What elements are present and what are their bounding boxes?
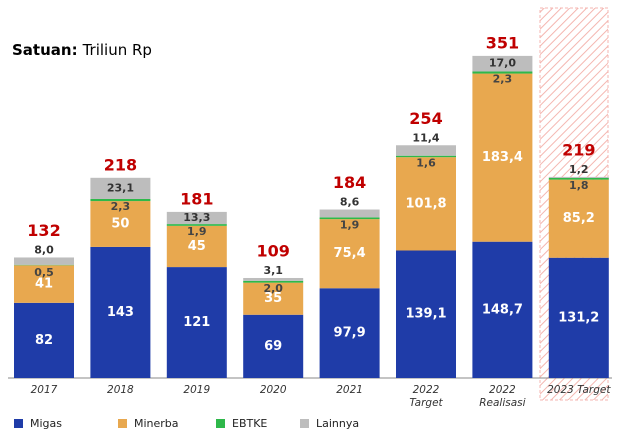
value-label: 97,9 (334, 326, 366, 341)
value-label: 1,8 (569, 179, 589, 192)
value-label: 2,0 (263, 282, 283, 295)
x-tick-label: 2019 (183, 384, 211, 396)
bar-segment (90, 246, 151, 378)
bar-segment (472, 71, 533, 74)
bar-segment (90, 177, 151, 199)
value-label: 1,9 (187, 225, 207, 238)
value-label: 183,4 (482, 150, 523, 165)
value-label: 45 (188, 239, 206, 254)
value-label: 35 (264, 291, 282, 306)
total-label: 351 (486, 33, 519, 52)
total-label: 109 (256, 241, 289, 260)
subtitle-label: Satuan: (12, 41, 78, 59)
value-label: 1,6 (416, 157, 436, 170)
value-label: 50 (111, 217, 129, 232)
bar-segment (14, 302, 74, 378)
legend-label: Lainnya (316, 417, 359, 430)
value-label: 139,1 (405, 307, 446, 322)
value-label: 41 (35, 277, 53, 292)
total-label: 218 (104, 155, 137, 174)
x-tick-label: 2022 Target (409, 384, 443, 409)
bar-segment (472, 241, 533, 378)
bar-segment (90, 201, 151, 247)
value-label: 69 (264, 339, 282, 354)
value-label: 8,6 (340, 196, 360, 209)
bar-segment (14, 257, 74, 265)
bar-segment (319, 209, 380, 218)
value-label: 143 (107, 305, 134, 320)
value-label: 1,9 (340, 218, 360, 231)
bar-segment (319, 219, 380, 289)
bar-segment (243, 277, 304, 281)
value-label: 0,5 (34, 266, 54, 279)
bar-segment (14, 265, 74, 303)
bar-segment (243, 314, 304, 378)
bar-segment (319, 217, 380, 220)
total-label: 219 (562, 140, 595, 159)
value-label: 8,0 (34, 243, 54, 256)
x-tick-label: 2023 Target (547, 384, 611, 396)
x-tick-label: 2021 (336, 384, 363, 396)
value-label: 85,2 (563, 211, 595, 226)
value-label: 2,3 (111, 200, 131, 213)
value-label: 3,1 (263, 264, 283, 277)
bar-segment (548, 257, 609, 378)
value-label: 23,1 (107, 181, 134, 194)
bar-segment (90, 198, 151, 202)
value-label: 148,7 (482, 302, 523, 317)
legend-label: Migas (30, 417, 62, 430)
bar-segment (243, 280, 304, 283)
value-label: 121 (183, 315, 210, 330)
total-label: 132 (27, 221, 60, 240)
bar-segment (396, 155, 456, 158)
legend-swatch (118, 419, 127, 428)
bar-segment (166, 225, 227, 268)
legend-swatch (14, 419, 23, 428)
legend-label: Minerba (134, 417, 179, 430)
bar-segment (396, 157, 456, 251)
bar-segment (166, 224, 227, 226)
bar-segment (243, 282, 304, 315)
legend-label: EBTKE (232, 417, 267, 430)
legend-swatch (300, 419, 309, 428)
subtitle: Satuan: Triliun Rp (12, 41, 152, 59)
bar-segment (548, 177, 609, 180)
bar-segment (548, 179, 609, 258)
value-label: 13,3 (183, 211, 210, 224)
total-label: 254 (409, 109, 442, 128)
bar-segment (396, 145, 456, 156)
x-tick-label: 2020 (259, 384, 287, 396)
total-label: 181 (180, 189, 213, 208)
subtitle-text: Triliun Rp (82, 41, 152, 59)
bar-segment (396, 250, 456, 378)
bar-segment (319, 288, 380, 378)
value-label: 1,2 (569, 163, 589, 176)
value-label: 131,2 (558, 310, 599, 325)
value-label: 82 (35, 333, 53, 348)
total-label: 184 (333, 173, 366, 192)
bar-segment (472, 73, 533, 242)
value-label: 11,4 (412, 131, 439, 144)
x-tick-label: 2017 (30, 384, 58, 396)
value-label: 2,3 (493, 72, 513, 85)
value-label: 75,4 (334, 246, 366, 261)
bar-segment (166, 211, 227, 225)
bar-segment (548, 176, 609, 178)
bar-segment (166, 267, 227, 378)
bar-segment (472, 55, 533, 72)
x-tick-label: 2018 (107, 384, 134, 396)
value-label: 17,0 (489, 57, 516, 70)
value-label: 101,8 (405, 196, 446, 211)
legend-swatch (216, 419, 225, 428)
x-tick-label: 2022 Realisasi (479, 384, 526, 409)
